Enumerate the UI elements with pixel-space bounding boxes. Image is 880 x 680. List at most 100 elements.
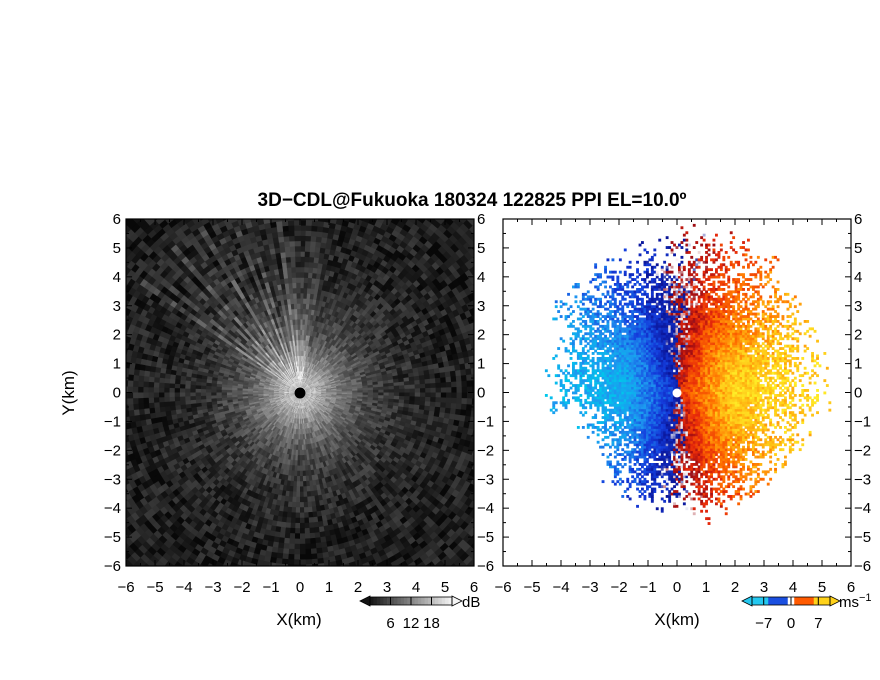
snr-gate	[303, 512, 309, 519]
snr-gate	[316, 342, 320, 349]
snr-gate	[309, 375, 314, 381]
snr-gate	[259, 613, 269, 620]
snr-gate	[320, 316, 325, 324]
snr-gate	[306, 380, 311, 385]
snr-gate	[306, 373, 311, 379]
snr-gate	[321, 311, 327, 319]
snr-gate	[364, 616, 375, 624]
snr-gate	[320, 345, 325, 352]
snr-gate	[305, 570, 313, 576]
snr-gate	[308, 368, 312, 374]
snr-gate	[322, 376, 329, 381]
snr-gate	[404, 388, 411, 394]
snr-gate	[299, 502, 304, 508]
snr-gate	[329, 358, 335, 364]
snr-gate	[305, 564, 313, 566]
snr-gate	[305, 303, 310, 310]
snr-gate	[400, 578, 410, 587]
snr-gate	[260, 608, 270, 615]
snr-gate	[319, 333, 324, 340]
snr-gate	[400, 163, 412, 173]
snr-gate	[307, 183, 316, 189]
snr-gate	[353, 347, 360, 353]
snr-gate	[312, 267, 319, 274]
snr-gate	[350, 152, 361, 160]
snr-gate	[461, 386, 468, 394]
snr-gate	[430, 180, 442, 190]
snr-gate	[494, 427, 501, 436]
snr-gate	[369, 342, 376, 349]
snr-gate	[334, 365, 341, 371]
snr-gate	[493, 393, 499, 401]
snr-gate	[308, 351, 312, 358]
snr-gate	[413, 175, 424, 185]
snr-gate	[299, 633, 309, 639]
snr-gate	[265, 630, 275, 637]
snr-gate	[495, 357, 502, 366]
snr-gate	[341, 627, 352, 635]
snr-gate	[478, 547, 489, 558]
snr-gate	[317, 355, 322, 361]
snr-gate	[496, 413, 503, 422]
snr-gate	[370, 345, 378, 352]
snr-gate	[300, 376, 302, 383]
snr-gate	[476, 288, 485, 298]
snr-gate	[325, 324, 331, 331]
snr-gate	[321, 231, 329, 239]
snr-gate	[299, 465, 303, 472]
snr-gate	[420, 388, 426, 394]
snr-gate	[301, 382, 305, 388]
snr-gate	[318, 321, 324, 329]
snr-gate	[324, 368, 330, 374]
snr-gate	[341, 348, 348, 355]
snr-gate	[300, 282, 305, 289]
snr-gate	[325, 335, 330, 342]
snr-gate	[367, 340, 375, 347]
snr-gate	[312, 379, 318, 384]
snr-gate	[324, 347, 330, 354]
snr-gate	[304, 366, 307, 373]
snr-gate	[253, 602, 263, 609]
snr-gate	[300, 230, 307, 236]
snr-gate	[317, 349, 322, 356]
snr-gate	[302, 383, 306, 389]
snr-gate	[352, 390, 358, 393]
snr-gate	[327, 357, 334, 363]
snr-gate	[363, 567, 372, 575]
snr-gate	[300, 152, 310, 158]
snr-gate	[350, 211, 359, 219]
snr-gate	[305, 240, 312, 247]
snr-gate	[486, 254, 496, 265]
snr-gate	[338, 325, 345, 333]
snr-gate	[329, 344, 335, 351]
snr-gate	[302, 313, 306, 320]
snr-gate	[323, 169, 333, 176]
snr-gate	[351, 364, 358, 370]
snr-gate	[300, 168, 309, 174]
snr-gate	[326, 143, 337, 150]
snr-gate	[348, 162, 358, 170]
snr-gate	[384, 219, 386, 220]
snr-gate	[372, 347, 380, 354]
snr-gate	[365, 357, 373, 364]
snr-gate	[316, 631, 326, 638]
snr-gate	[484, 234, 495, 245]
snr-gate	[313, 380, 319, 385]
snr-gate	[226, 611, 237, 619]
snr-gate	[446, 387, 452, 394]
snr-gate	[299, 638, 309, 644]
snr-gate	[336, 344, 343, 350]
snr-gate	[324, 248, 332, 255]
snr-gate	[333, 304, 339, 312]
snr-gate	[321, 374, 328, 379]
snr-gate	[223, 621, 234, 629]
snr-gate	[310, 235, 318, 242]
snr-gate	[326, 372, 333, 377]
snr-gate	[493, 399, 499, 407]
snr-gate	[313, 262, 319, 269]
snr-gate	[229, 601, 239, 609]
snr-gate	[376, 345, 384, 352]
snr-gate	[303, 384, 309, 389]
snr-gate	[339, 347, 346, 353]
snr-gate	[359, 357, 367, 364]
